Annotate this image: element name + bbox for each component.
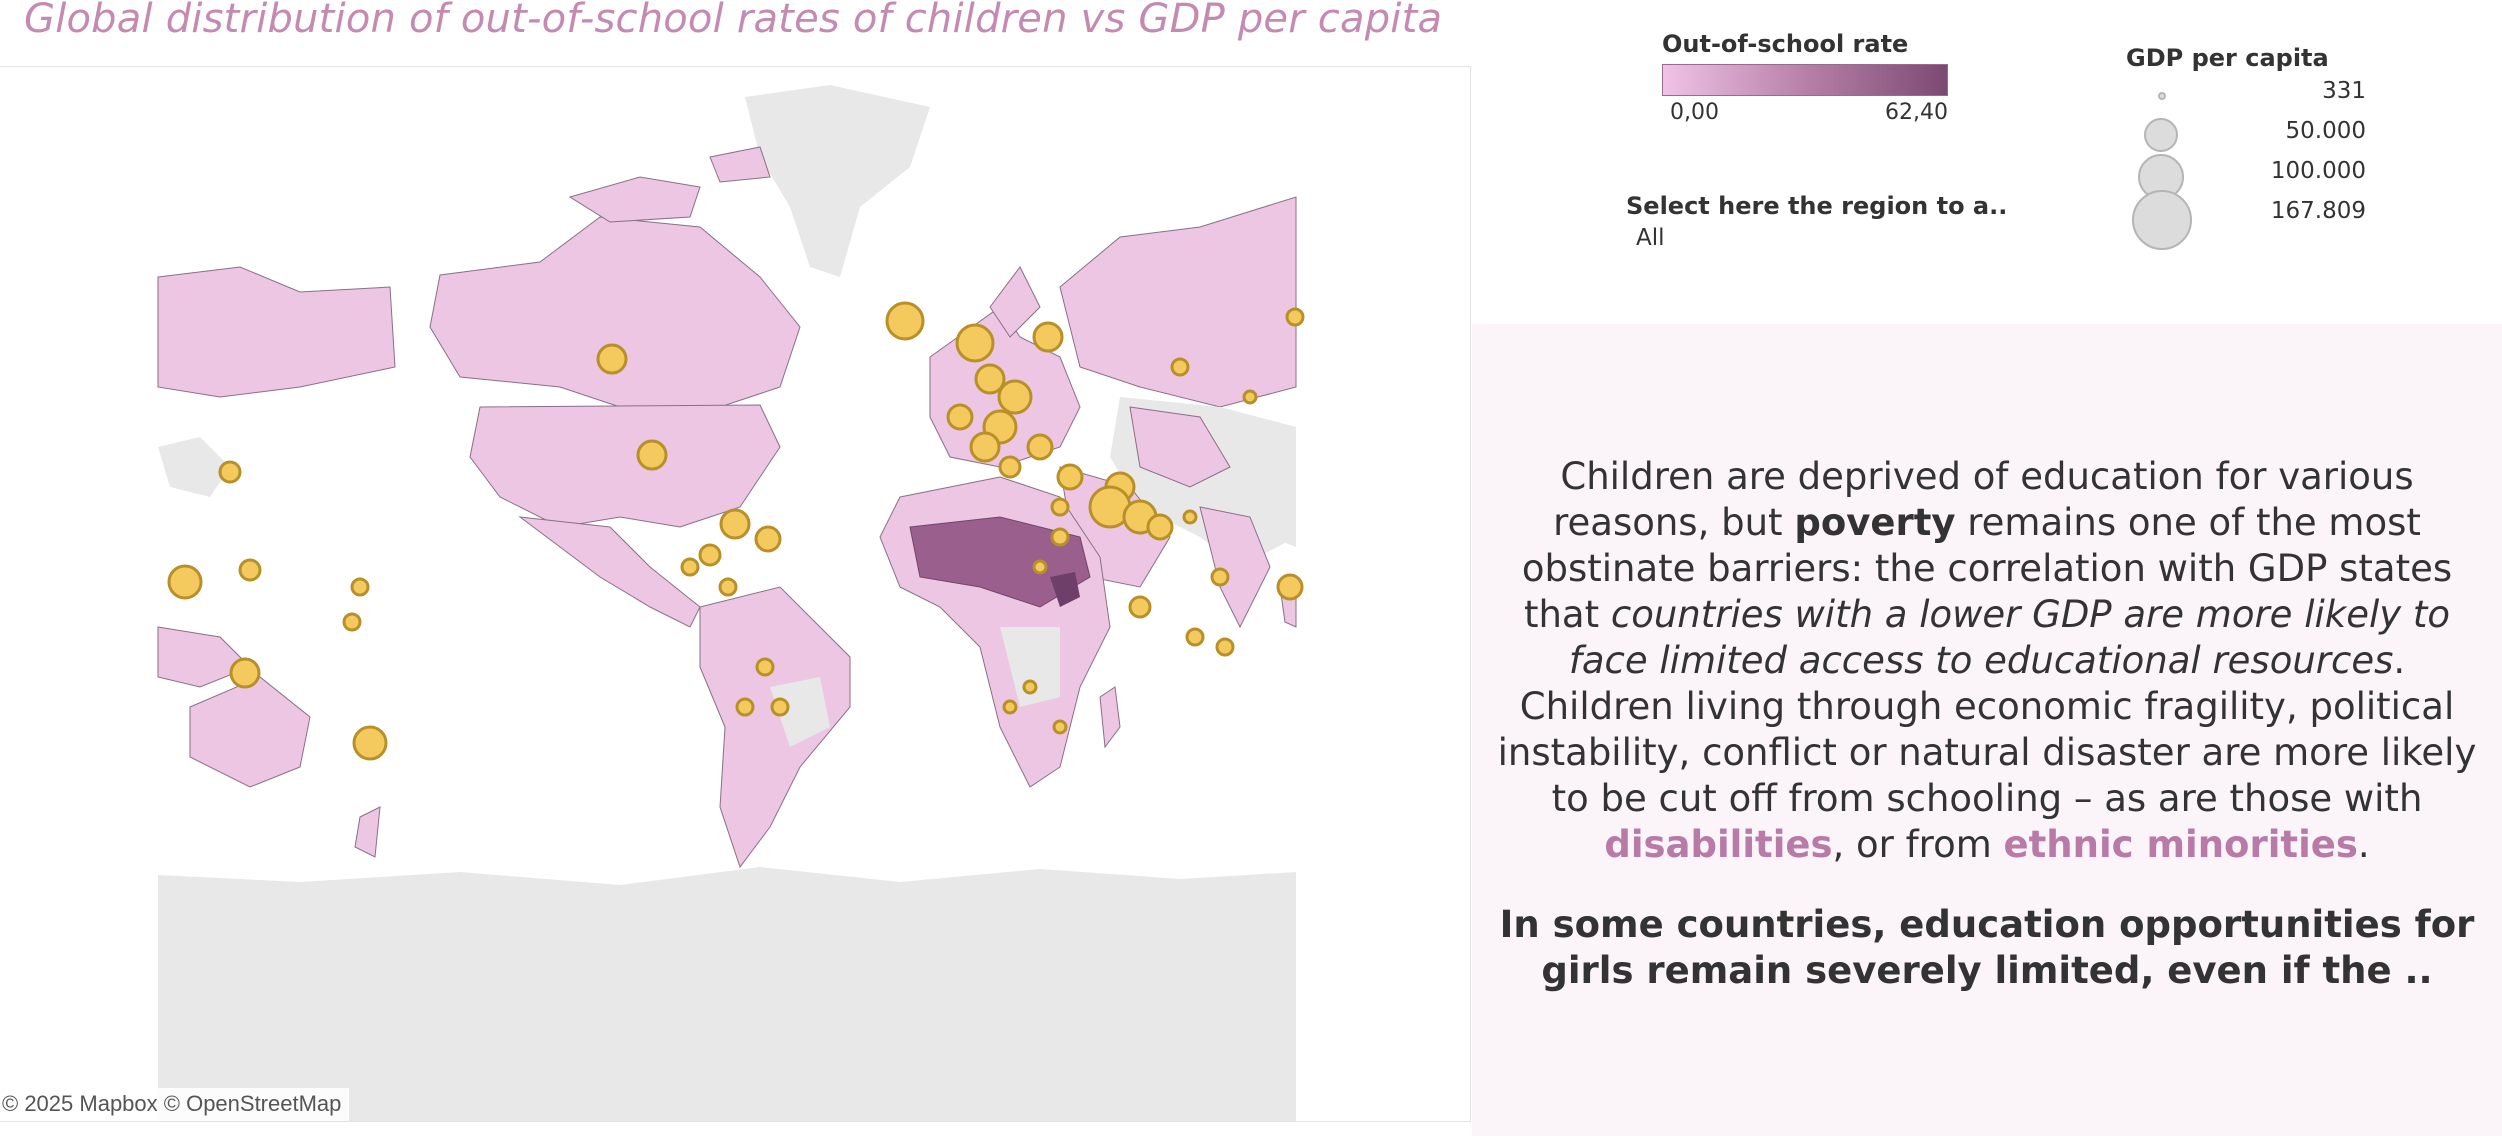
keyword-ethnic-minorities: ethnic minorities	[2003, 823, 2358, 866]
gdp-legend-item: 167.809	[2126, 190, 2366, 250]
gdp-bubble[interactable]	[1276, 573, 1304, 601]
greenland-shape	[745, 85, 930, 277]
gdp-legend-item: 100.000	[2126, 154, 2366, 200]
gdp-bubble[interactable]	[596, 343, 628, 375]
gdp-bubble[interactable]	[1002, 699, 1018, 715]
gdp-bubble[interactable]	[1185, 627, 1205, 647]
out-of-school-legend: Out-of-school rate 0,00 62,40	[1662, 30, 1952, 130]
gdp-bubble[interactable]	[1032, 559, 1048, 575]
gdp-bubble[interactable]	[770, 697, 790, 717]
gdp-bubble[interactable]	[1052, 719, 1068, 735]
gdp-bubble[interactable]	[1285, 307, 1305, 327]
legend-rate-max: 62,40	[1885, 100, 1948, 125]
gdp-bubble[interactable]	[997, 379, 1033, 415]
page-title: Global distribution of out-of-school rat…	[24, 0, 1443, 42]
canada-shape	[429, 216, 801, 408]
keyword-poverty: poverty	[1794, 501, 1956, 544]
gdp-bubble[interactable]	[350, 577, 370, 597]
east-asia-shape	[158, 437, 230, 497]
gdp-bubble[interactable]	[1182, 509, 1198, 525]
gdp-bubble[interactable]	[698, 543, 722, 567]
gdp-bubble[interactable]	[946, 403, 974, 431]
gdp-size-circle	[2144, 118, 2178, 152]
description-paragraph: Children are deprived of education for v…	[1497, 455, 2477, 866]
gdp-bubble[interactable]	[218, 460, 242, 484]
world-map[interactable]	[0, 67, 1470, 1121]
gdp-bubble[interactable]	[1170, 357, 1190, 377]
gdp-legend-item: 331	[2126, 78, 2366, 118]
gdp-bubble[interactable]	[1210, 567, 1230, 587]
gdp-bubble[interactable]	[1050, 497, 1070, 517]
gdp-bubble[interactable]	[955, 323, 995, 363]
gdp-bubble[interactable]	[1242, 389, 1258, 405]
gdp-bubble[interactable]	[1050, 527, 1070, 547]
gdp-bubble[interactable]	[1146, 513, 1174, 541]
keyword-disabilities: disabilities	[1604, 823, 1833, 866]
gdp-legend-label: 331	[2322, 78, 2366, 104]
gdp-size-legend: GDP per capita 331 50.000 100.000 167.80…	[2126, 44, 2366, 250]
gdp-bubble[interactable]	[998, 455, 1022, 479]
gdp-bubble[interactable]	[1026, 433, 1054, 461]
map-attribution[interactable]: © 2025 Mapbox © OpenStreetMap	[0, 1088, 350, 1121]
gdp-bubble[interactable]	[1056, 463, 1084, 491]
antarctica-shape	[158, 867, 1296, 1121]
text-panel: Children are deprived of education for v…	[1472, 324, 2502, 1136]
gdp-bubble[interactable]	[167, 564, 203, 600]
gdp-bubble[interactable]	[969, 431, 1001, 463]
gdp-bubble[interactable]	[1128, 595, 1152, 619]
gdp-bubbles-layer	[167, 301, 1305, 761]
italic-statement: countries with a lower GDP are more like…	[1568, 593, 2451, 682]
gdp-bubble[interactable]	[238, 558, 262, 582]
australia-shape	[189, 676, 311, 788]
girls-education-paragraph: In some countries, education opportuniti…	[1499, 903, 2475, 992]
gdp-bubble[interactable]	[680, 557, 700, 577]
region-filter[interactable]: Select here the region to a.. All	[1626, 192, 2026, 252]
gdp-bubble[interactable]	[1022, 679, 1038, 695]
madagascar-shape	[1099, 686, 1121, 749]
region-filter-label: Select here the region to a..	[1626, 192, 2008, 220]
gdp-bubble[interactable]	[755, 657, 775, 677]
russia-shape	[1059, 196, 1297, 408]
southeast-asia-shape	[157, 626, 251, 688]
gdp-legend-label: 100.000	[2270, 158, 2366, 184]
gdp-legend-label: 50.000	[2285, 118, 2366, 144]
gdp-bubble[interactable]	[719, 508, 751, 540]
usa-shape	[469, 404, 781, 528]
alaska-shape	[157, 266, 396, 398]
gdp-legend-item: 50.000	[2126, 118, 2366, 158]
gdp-bubble[interactable]	[229, 657, 261, 689]
mexico-shape	[518, 516, 701, 628]
gdp-bubble[interactable]	[885, 301, 925, 341]
color-ramp	[1662, 64, 1948, 96]
gdp-bubble[interactable]	[718, 577, 738, 597]
gdp-legend-title: GDP per capita	[2126, 44, 2329, 72]
gdp-bubble[interactable]	[735, 697, 755, 717]
legend-rate-min: 0,00	[1670, 100, 1719, 125]
gdp-bubble[interactable]	[1032, 321, 1064, 353]
gdp-legend-label: 167.809	[2270, 198, 2366, 224]
new-zealand-shape	[354, 806, 381, 858]
gdp-bubble[interactable]	[636, 439, 668, 471]
gdp-bubble[interactable]	[342, 612, 362, 632]
gdp-size-circle	[2158, 92, 2166, 100]
gdp-size-circle	[2132, 190, 2192, 250]
gdp-bubble[interactable]	[754, 525, 782, 553]
legend-rate-title: Out-of-school rate	[1662, 30, 1909, 58]
gdp-bubble[interactable]	[974, 363, 1006, 395]
gdp-bubble[interactable]	[1215, 637, 1235, 657]
map-view[interactable]: © 2025 Mapbox © OpenStreetMap	[0, 66, 1471, 1122]
south-america-shape	[699, 586, 851, 869]
gdp-bubble[interactable]	[352, 725, 388, 761]
region-filter-value[interactable]: All	[1636, 225, 1665, 251]
